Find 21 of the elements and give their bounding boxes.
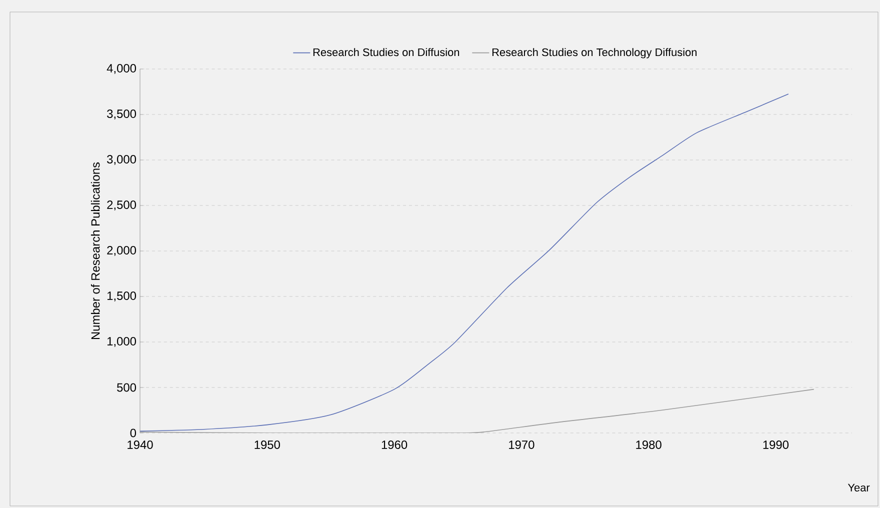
x-tick-label: 1960 [382,440,408,449]
y-tick-label: 2,500 [107,200,136,210]
y-tick-label: 0 [130,428,136,438]
y-tick-label: 500 [117,383,136,392]
line-series [140,94,789,432]
x-tick-label: 1970 [509,440,534,449]
y-tick-label: 1,000 [107,337,136,347]
x-axis-title: Year [848,484,870,492]
y-tick-label: 2,000 [107,246,136,256]
legend-label: Research Studies on Diffusion [313,48,460,56]
y-tick-label: 3,500 [107,110,136,120]
y-tick-label: 1,500 [107,292,136,302]
y-axis-title: Number of Research Publications [90,162,100,340]
x-tick-label: 1980 [636,440,662,449]
x-tick-label: 1990 [763,440,789,449]
legend-label: Research Studies on Technology Diffusion [492,48,697,58]
line-series [140,388,814,433]
x-tick-label: 1940 [128,440,153,449]
y-tick-label: 4,000 [106,64,136,74]
y-tick-label: 3,000 [107,155,136,165]
x-tick-label: 1950 [254,440,280,449]
